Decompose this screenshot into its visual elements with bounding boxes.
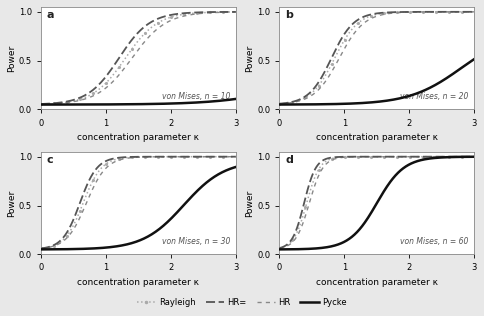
- Y-axis label: Power: Power: [245, 190, 255, 217]
- Y-axis label: Power: Power: [7, 45, 16, 72]
- Text: b: b: [285, 10, 293, 20]
- Text: a: a: [47, 10, 54, 20]
- Text: von Mises, n = 10: von Mises, n = 10: [162, 92, 230, 101]
- Legend: Rayleigh, HR=, HR, Pycke: Rayleigh, HR=, HR, Pycke: [134, 295, 350, 310]
- Text: d: d: [285, 155, 293, 165]
- X-axis label: concentration parameter κ: concentration parameter κ: [316, 133, 438, 142]
- X-axis label: concentration parameter κ: concentration parameter κ: [77, 278, 199, 287]
- Text: c: c: [47, 155, 53, 165]
- X-axis label: concentration parameter κ: concentration parameter κ: [77, 133, 199, 142]
- X-axis label: concentration parameter κ: concentration parameter κ: [316, 278, 438, 287]
- Text: von Mises, n = 60: von Mises, n = 60: [400, 237, 469, 246]
- Text: von Mises, n = 20: von Mises, n = 20: [400, 92, 469, 101]
- Text: von Mises, n = 30: von Mises, n = 30: [162, 237, 230, 246]
- Y-axis label: Power: Power: [7, 190, 16, 217]
- Y-axis label: Power: Power: [245, 45, 255, 72]
